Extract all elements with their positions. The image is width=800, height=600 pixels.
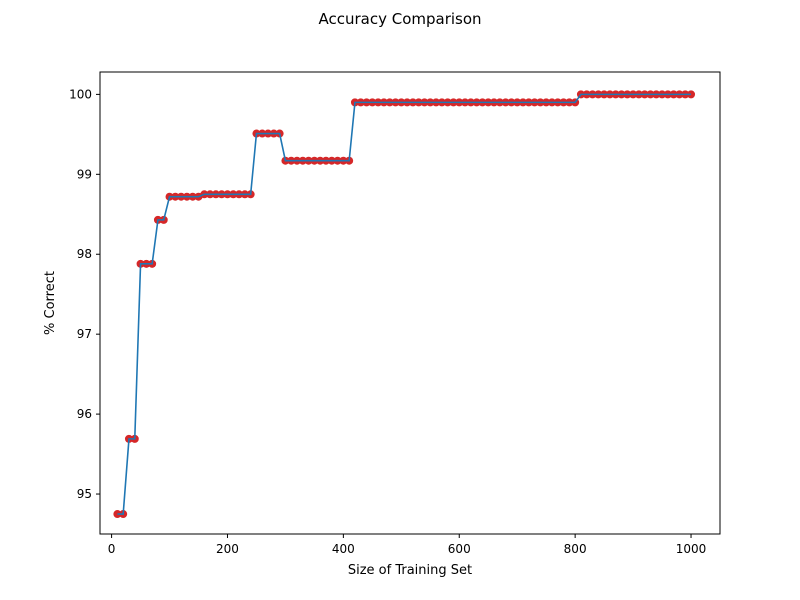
x-axis-label: Size of Training Set: [348, 563, 472, 578]
series-accuracy: [113, 90, 696, 519]
y-axis: 95 96 97 98 99 100: [69, 87, 100, 501]
x-tick-label: 600: [448, 542, 471, 556]
y-tick-label: 99: [77, 167, 92, 181]
y-tick-label: 96: [77, 407, 92, 421]
x-tick-label: 200: [216, 542, 239, 556]
x-tick-label: 400: [332, 542, 355, 556]
y-tick-label: 97: [77, 327, 92, 341]
x-tick-label: 0: [108, 542, 116, 556]
chart-title: Accuracy Comparison: [318, 10, 481, 28]
series-line: [117, 93, 692, 515]
x-tick-label: 800: [564, 542, 587, 556]
x-tick-label: 1000: [676, 542, 707, 556]
y-axis-label: % Correct: [43, 271, 58, 335]
plot-area: 0 200 400 600 800 1000 95 96 97 98 99 100: [69, 71, 721, 556]
y-tick-label: 100: [69, 87, 92, 101]
y-tick-label: 95: [77, 487, 92, 501]
y-tick-label: 98: [77, 247, 92, 261]
axes-frame: [99, 71, 721, 535]
x-axis: 0 200 400 600 800 1000: [108, 534, 707, 556]
